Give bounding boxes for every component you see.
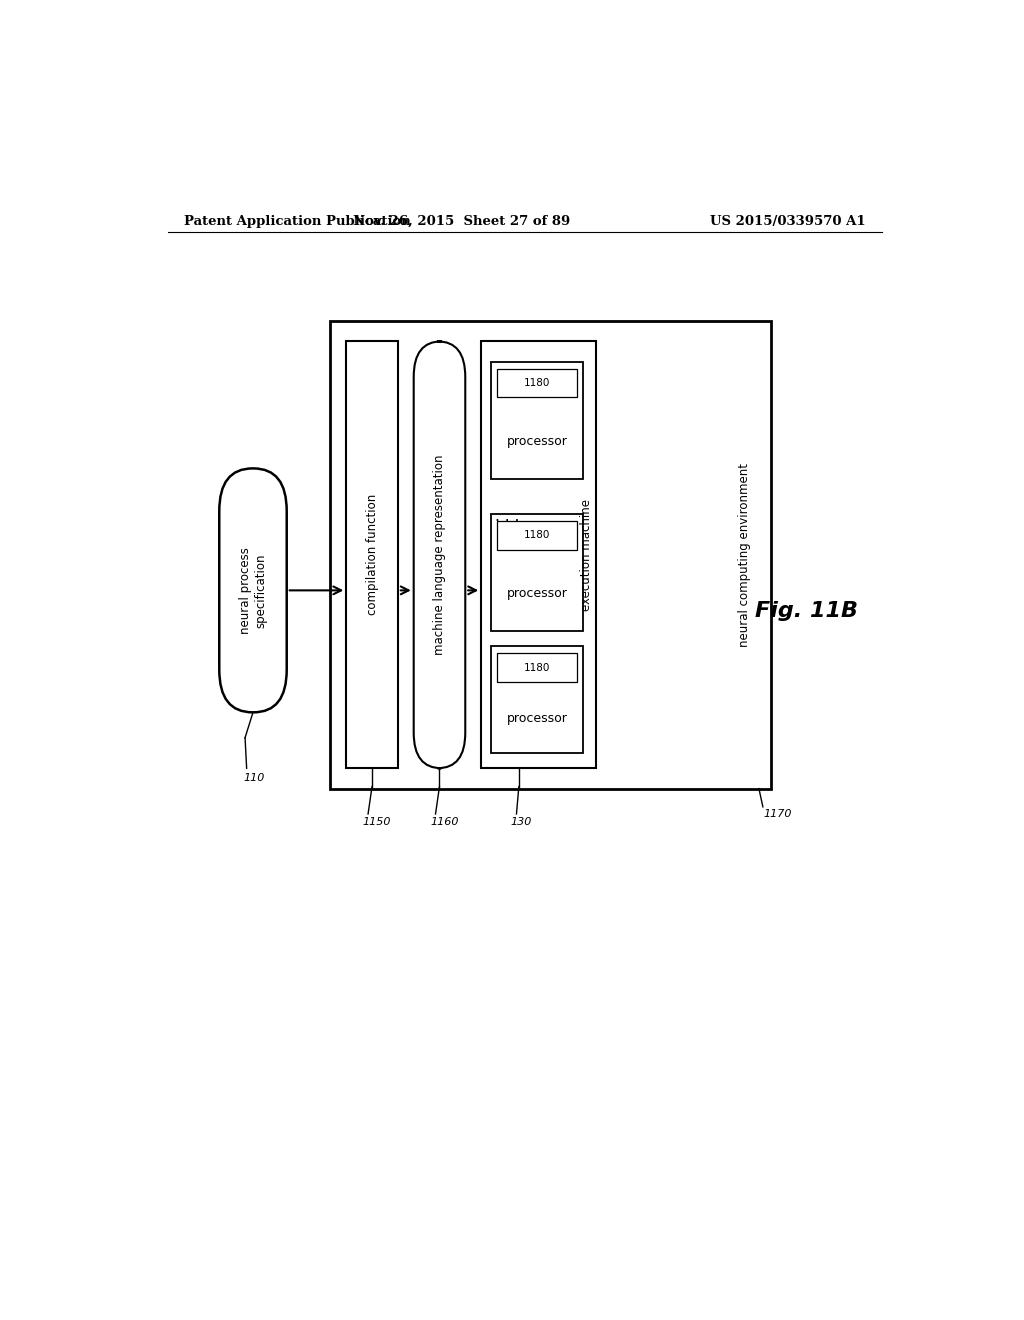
Text: processor: processor [507,587,567,601]
Text: 1170: 1170 [764,809,793,818]
Text: 110: 110 [244,774,265,783]
Text: neural process
specification: neural process specification [239,546,267,634]
Bar [481,342,596,768]
Text: Nov. 26, 2015  Sheet 27 of 89: Nov. 26, 2015 Sheet 27 of 89 [352,215,570,228]
Bar [331,321,771,788]
Text: 1160: 1160 [430,817,459,828]
Text: 1180: 1180 [524,531,550,540]
Text: neural computing environment: neural computing environment [738,463,752,647]
Bar [492,515,583,631]
FancyBboxPatch shape [219,469,287,713]
Text: machine language representation: machine language representation [433,454,446,655]
Bar [497,653,578,682]
Text: execution machine: execution machine [581,499,593,611]
Text: 130: 130 [511,817,532,828]
Text: US 2015/0339570 A1: US 2015/0339570 A1 [711,215,866,228]
Bar [346,342,397,768]
Text: 1180: 1180 [524,663,550,673]
Text: processor: processor [507,713,567,726]
Text: Patent Application Publication: Patent Application Publication [183,215,411,228]
Text: . . .: . . . [495,508,519,524]
Text: Fig. 11B: Fig. 11B [755,601,858,620]
Text: processor: processor [507,434,567,447]
Text: 1150: 1150 [362,817,391,828]
FancyBboxPatch shape [414,342,465,768]
Bar [492,362,583,479]
Bar [497,521,578,549]
Bar [492,647,583,752]
Text: 1180: 1180 [524,378,550,388]
Text: compilation function: compilation function [366,494,379,615]
Bar [497,368,578,397]
